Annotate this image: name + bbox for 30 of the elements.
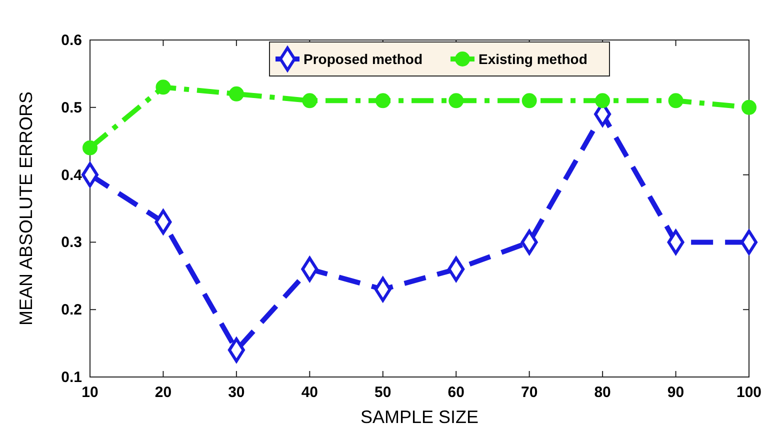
x-tick-label: 100: [736, 384, 762, 401]
point: [156, 80, 171, 95]
x-tick-label: 60: [448, 384, 464, 401]
x-tick-label: 50: [374, 384, 392, 401]
y-tick-label: 0.2: [61, 302, 82, 319]
x-tick-label: 80: [594, 384, 611, 401]
point: [742, 100, 756, 115]
y-tick-label: 0.3: [61, 234, 82, 252]
x-axis-title: SAMPLE SIZE: [360, 407, 479, 427]
y-axis-title: MEAN ABSOLUTE ERRORS: [16, 91, 36, 326]
x-tick-label: 90: [667, 384, 684, 401]
point: [448, 93, 464, 108]
point: [375, 93, 390, 108]
x-tick-label: 70: [520, 384, 538, 401]
point: [82, 140, 98, 156]
point: [228, 86, 244, 102]
x-tick-label: 10: [82, 384, 98, 401]
x-tick-label: 30: [228, 384, 245, 401]
legend-label: Proposed method: [304, 51, 423, 67]
point: [302, 93, 318, 108]
point: [522, 93, 537, 108]
point: [668, 93, 684, 108]
y-tick-label: 0.4: [61, 166, 83, 184]
y-tick-label: 0.1: [61, 369, 82, 386]
x-tick-label: 40: [301, 384, 318, 401]
legend-label: Existing method: [478, 51, 588, 67]
y-tick-label: 0.5: [61, 99, 82, 116]
x-tick-label: 20: [154, 384, 172, 401]
y-tick-label: 0.6: [61, 32, 82, 49]
point: [595, 93, 610, 108]
